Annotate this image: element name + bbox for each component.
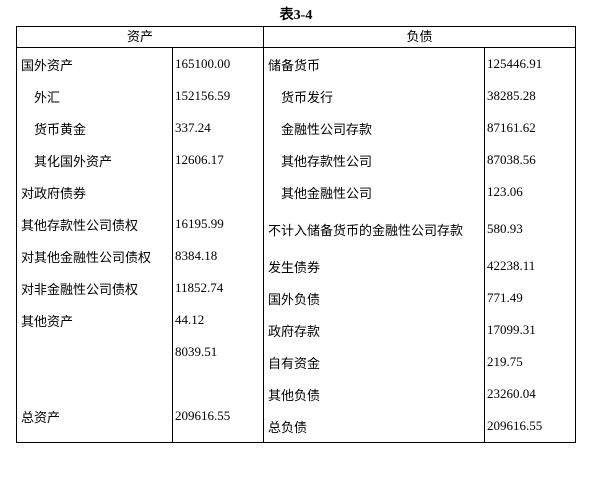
liability-row-value: 87038.56: [487, 152, 536, 168]
asset-row-value: 12606.17: [175, 152, 224, 168]
liability-row-label: 国外负债: [268, 289, 320, 308]
asset-row-label: 国外资产: [21, 55, 73, 74]
balance-sheet-table: 资产 负债 国外资产 外汇 货币黄金 其化国外资产对政府债券其他存款性公司债权对…: [16, 26, 576, 443]
liability-row-label: 自有资金: [268, 353, 320, 372]
liability-row-label: 政府存款: [268, 321, 320, 340]
asset-row-label: 总资产: [21, 407, 60, 426]
liability-row-label: 其他存款性公司: [268, 151, 372, 170]
liability-row-value: 209616.55: [487, 418, 542, 434]
liability-row-label: 储备货币: [268, 55, 320, 74]
asset-row-value: 165100.00: [175, 56, 230, 72]
asset-row-value: 8384.18: [175, 248, 217, 264]
asset-row-label: 对非金融性公司债权: [21, 279, 138, 298]
liability-row-label: 货币发行: [268, 87, 333, 106]
asset-row-value: 209616.55: [175, 408, 230, 424]
table-title: 表3-4: [0, 0, 592, 26]
asset-row-value: 337.24: [175, 120, 211, 136]
asset-row-value: 11852.74: [175, 280, 223, 296]
asset-row-label: 货币黄金: [21, 119, 86, 138]
liabilities-value-col: 125446.91 38285.28 87161.62 87038.56 123.06 5…: [484, 48, 575, 443]
liability-row-value: 580.93: [487, 221, 523, 237]
liability-row-label: 其他金融性公司: [268, 183, 372, 202]
liability-row-label: 发生债券: [268, 257, 320, 276]
asset-row-label: 其化国外资产: [21, 151, 112, 170]
liability-row-value: 771.49: [487, 290, 523, 306]
asset-row-value: 44.12: [175, 312, 204, 328]
liability-row-label: 金融性公司存款: [268, 119, 372, 138]
asset-row-value: 8039.51: [175, 344, 217, 360]
asset-row-label: 对政府债券: [21, 183, 86, 202]
liability-row-value: 17099.31: [487, 322, 536, 338]
asset-row-label: 其他存款性公司债权: [21, 215, 138, 234]
assets-value-col: 165100.00 152156.59 337.24 12606.17 16195.99…: [172, 48, 263, 443]
liability-row-label: 其他负债: [268, 385, 320, 404]
asset-row-label: 对其他金融性公司债权: [21, 247, 151, 266]
liability-row-value: 42238.11: [487, 258, 535, 274]
asset-row-value: 16195.99: [175, 216, 224, 232]
liability-row-label: 总负债: [268, 417, 307, 436]
asset-row-value: 152156.59: [175, 88, 230, 104]
liability-row-value: 123.06: [487, 184, 523, 200]
liabilities-label-col: 储备货币 货币发行 金融性公司存款 其他存款性公司 其他金融性公司不计入储备货币…: [263, 48, 484, 443]
liability-row-value: 38285.28: [487, 88, 536, 104]
liability-row-value: 219.75: [487, 354, 523, 370]
asset-row-label: 其他资产: [21, 311, 73, 330]
liabilities-header: 负债: [263, 27, 575, 48]
liability-row-value: 87161.62: [487, 120, 536, 136]
asset-row-label: 外汇: [21, 87, 60, 106]
liability-row-value: 125446.91: [487, 56, 542, 72]
liability-row-value: 23260.04: [487, 386, 536, 402]
assets-label-col: 国外资产 外汇 货币黄金 其化国外资产对政府债券其他存款性公司债权对其他金融性公…: [17, 48, 173, 443]
liability-row-label: 不计入储备货币的金融性公司存款: [268, 220, 463, 239]
assets-header: 资产: [17, 27, 264, 48]
